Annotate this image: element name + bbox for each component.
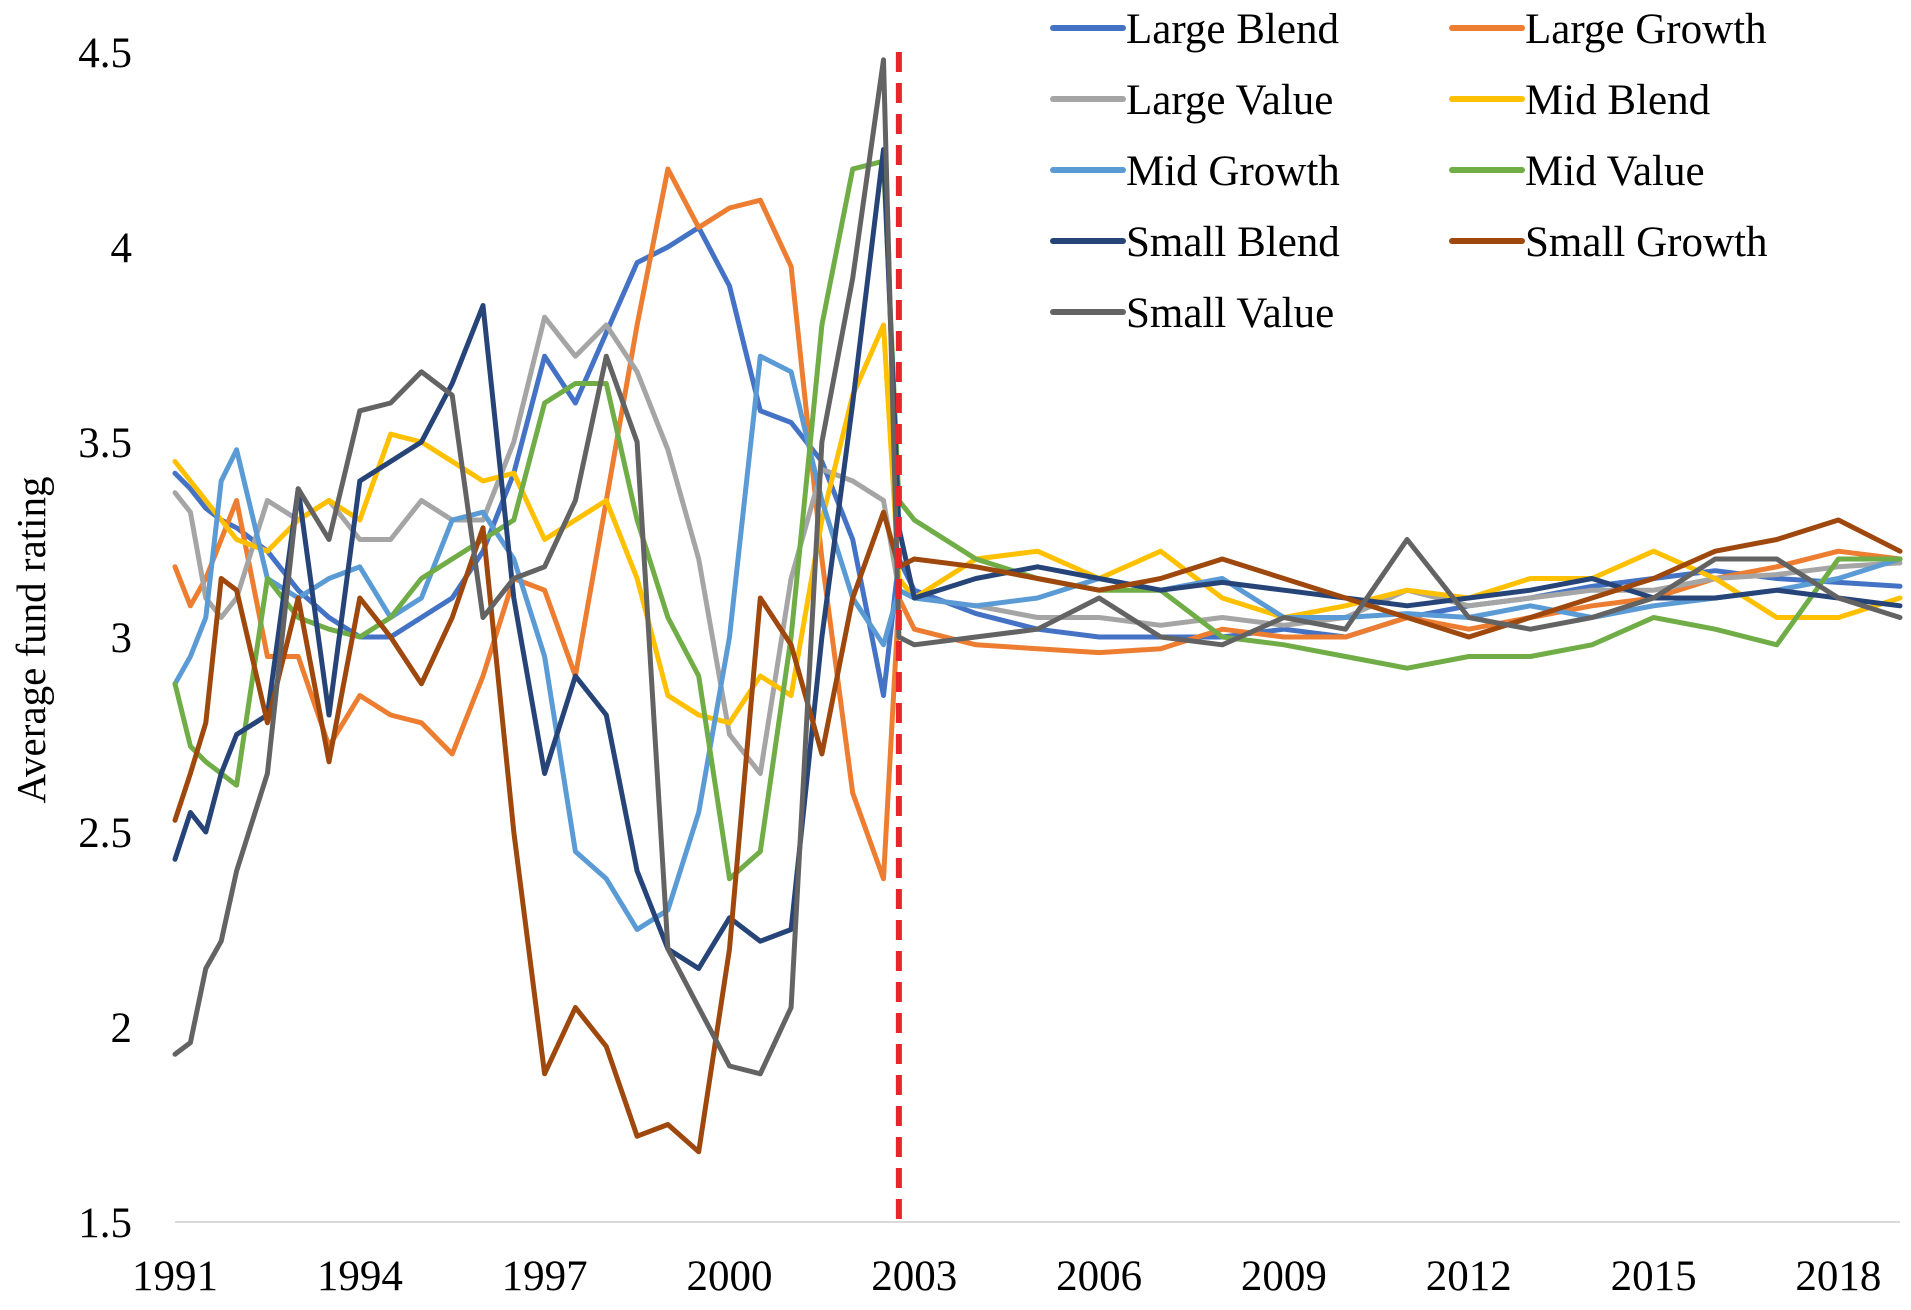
legend-label-large-value: Large Value bbox=[1126, 77, 1333, 124]
y-tick-label: 3 bbox=[111, 615, 133, 662]
series-lines bbox=[172, 57, 1903, 1155]
legend: Large Blend Large Growth Large Value Mid Bl… bbox=[1050, 6, 1767, 337]
y-tick-label: 4 bbox=[111, 225, 133, 272]
y-tick-label: 4.5 bbox=[78, 30, 132, 77]
series-line-mid-value bbox=[172, 158, 1903, 882]
series-line-small-blend bbox=[172, 147, 1903, 971]
x-tick-label: 2018 bbox=[1795, 1253, 1881, 1300]
series-line-mid-growth bbox=[172, 353, 1903, 932]
legend-label-mid-blend: Mid Blend bbox=[1525, 77, 1710, 124]
y-tick-label: 2.5 bbox=[78, 810, 132, 857]
x-tick-label: 2000 bbox=[686, 1253, 772, 1300]
y-tick-labels: 1.5 2 2.5 3 3.5 4 4.5 bbox=[78, 30, 132, 1247]
legend-label-large-growth: Large Growth bbox=[1525, 6, 1767, 53]
legend-label-mid-growth: Mid Growth bbox=[1126, 148, 1340, 195]
y-tick-label: 2 bbox=[111, 1005, 133, 1052]
x-tick-label: 2009 bbox=[1241, 1253, 1327, 1300]
legend-label-small-value: Small Value bbox=[1126, 290, 1334, 337]
legend-label-large-blend: Large Blend bbox=[1126, 6, 1339, 53]
series-line-mid-blend bbox=[172, 322, 1903, 726]
x-tick-label: 2003 bbox=[871, 1253, 957, 1300]
x-tick-label: 1997 bbox=[502, 1253, 588, 1300]
x-tick-label: 1991 bbox=[132, 1253, 218, 1300]
legend-label-mid-value: Mid Value bbox=[1525, 148, 1705, 195]
legend-label-small-growth: Small Growth bbox=[1525, 219, 1767, 266]
series-line-large-growth bbox=[172, 166, 1903, 882]
x-tick-label: 2006 bbox=[1056, 1253, 1142, 1300]
legend-label-small-blend: Small Blend bbox=[1126, 219, 1340, 266]
y-axis-label: Average fund rating bbox=[8, 476, 54, 803]
y-tick-label: 1.5 bbox=[78, 1200, 132, 1247]
y-tick-label: 3.5 bbox=[78, 420, 132, 467]
x-tick-label: 2015 bbox=[1611, 1253, 1697, 1300]
x-tick-label: 1994 bbox=[317, 1253, 403, 1300]
series-line-small-growth bbox=[172, 509, 1903, 1155]
series-line-small-value bbox=[172, 57, 1903, 1077]
series-line-large-value bbox=[172, 314, 1903, 776]
x-tick-label: 2012 bbox=[1426, 1253, 1512, 1300]
x-tick-labels: 1991 1994 1997 2000 2003 2006 2009 2012 2015 2018 bbox=[132, 1253, 1881, 1300]
